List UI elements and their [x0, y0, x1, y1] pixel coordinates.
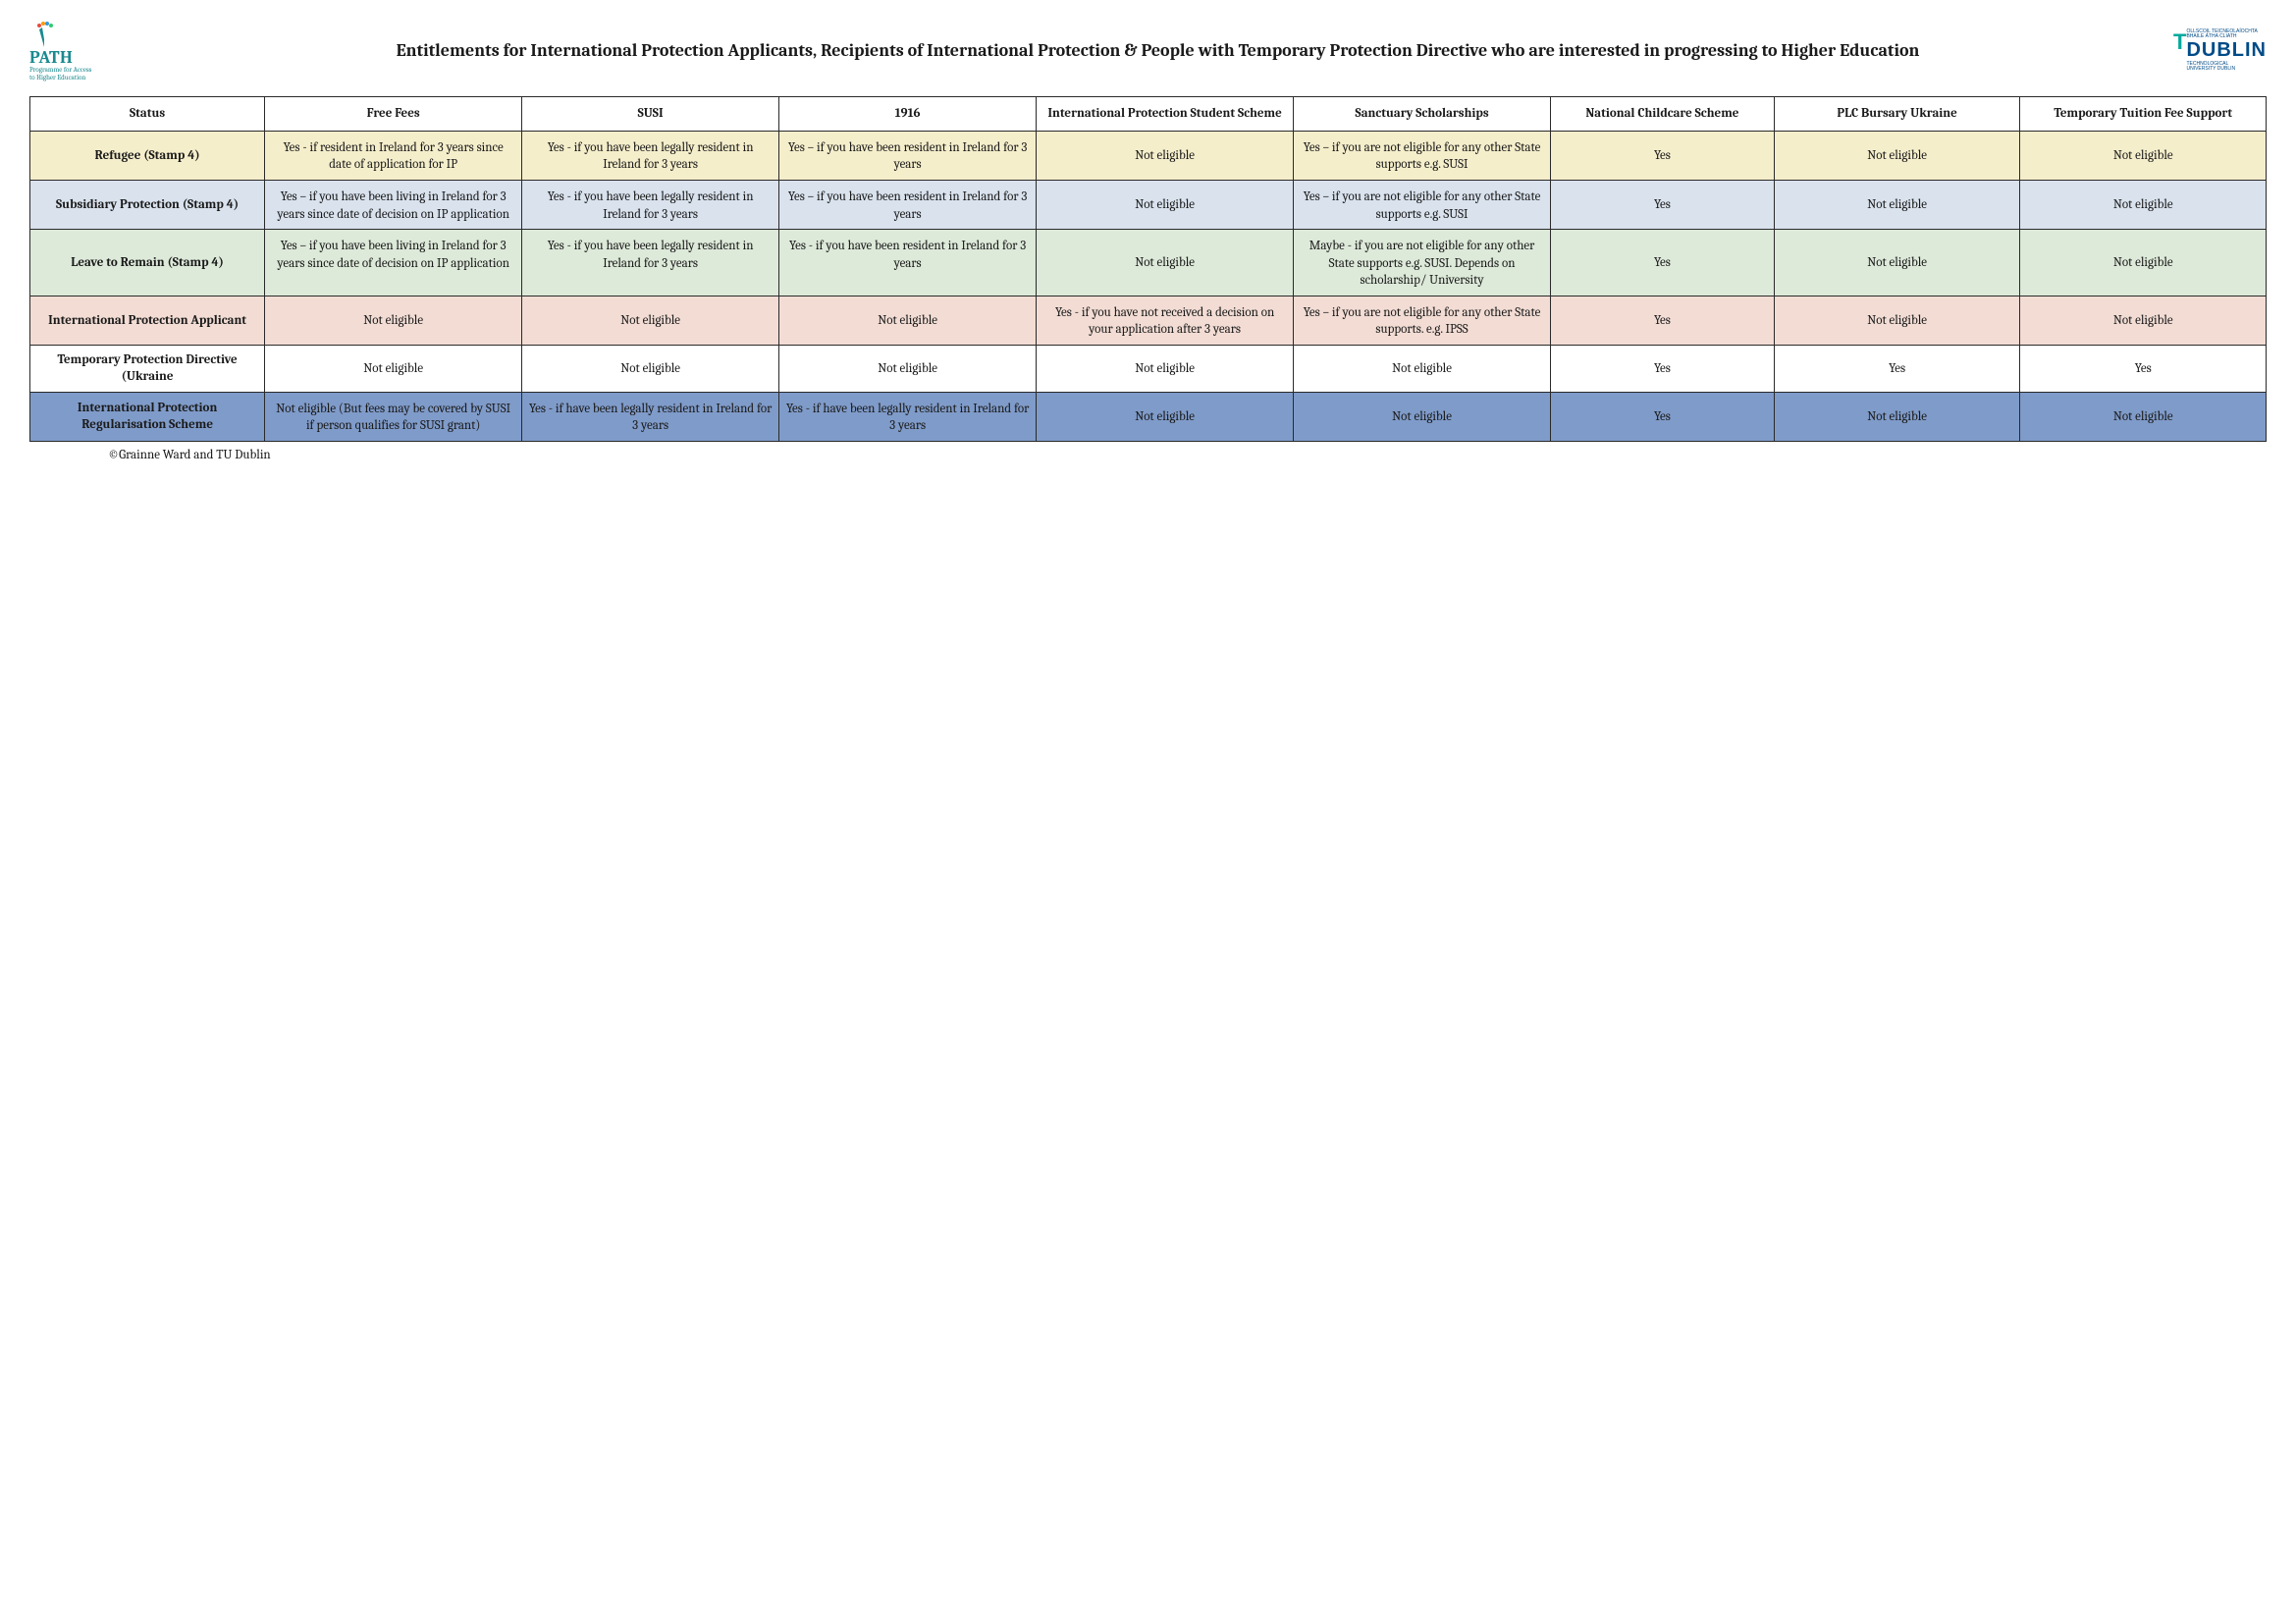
entitlement-cell: Yes – if you have been resident in Irela…	[779, 131, 1037, 180]
path-logo-title: PATH	[29, 49, 91, 67]
entitlement-cell: Maybe - if you are not eligible for any …	[1294, 230, 1551, 296]
entitlement-cell: Yes - if you have been legally resident …	[522, 181, 779, 230]
entitlement-cell: Not eligible	[1037, 345, 1294, 392]
status-cell: Leave to Remain (Stamp 4)	[30, 230, 265, 296]
entitlement-cell: Not eligible	[1037, 181, 1294, 230]
table-row: Subsidiary Protection (Stamp 4)Yes – if …	[30, 181, 2267, 230]
entitlement-cell: Not eligible	[1294, 345, 1551, 392]
entitlement-cell: Yes – if you have been resident in Irela…	[779, 181, 1037, 230]
col-header-7: PLC Bursary Ukraine	[1774, 97, 2020, 132]
entitlement-cell: Yes - if have been legally resident in I…	[779, 392, 1037, 441]
entitlement-cell: Not eligible	[1774, 230, 2020, 296]
table-row: International Protection Regularisation …	[30, 392, 2267, 441]
status-cell: International Protection Regularisation …	[30, 392, 265, 441]
entitlement-cell: Yes	[1551, 230, 1775, 296]
entitlement-cell: Yes	[1551, 345, 1775, 392]
entitlement-cell: Not eligible	[779, 296, 1037, 345]
entitlement-cell: Not eligible	[522, 296, 779, 345]
table-row: Temporary Protection Directive (UkraineN…	[30, 345, 2267, 392]
entitlement-cell: Not eligible	[1037, 230, 1294, 296]
path-hand-icon	[29, 20, 59, 49]
table-body: Refugee (Stamp 4)Yes - if resident in Ir…	[30, 131, 2267, 441]
tud-t-letter: T	[2173, 29, 2186, 55]
entitlement-cell: Not eligible	[1774, 392, 2020, 441]
entitlement-cell: Yes - if you have been legally resident …	[522, 131, 779, 180]
status-cell: Subsidiary Protection (Stamp 4)	[30, 181, 265, 230]
entitlement-cell: Not eligible	[2020, 230, 2267, 296]
entitlement-cell: Yes	[1774, 345, 2020, 392]
entitlement-cell: Yes	[2020, 345, 2267, 392]
entitlement-cell: Not eligible (But fees may be covered by…	[265, 392, 522, 441]
entitlement-cell: Not eligible	[2020, 131, 2267, 180]
entitlement-cell: Yes	[1551, 296, 1775, 345]
status-cell: Temporary Protection Directive (Ukraine	[30, 345, 265, 392]
page-header: PATH Programme for Access to Higher Educ…	[29, 20, 2267, 81]
path-logo: PATH Programme for Access to Higher Educ…	[29, 20, 147, 81]
entitlement-cell: Not eligible	[1774, 296, 2020, 345]
table-row: International Protection ApplicantNot el…	[30, 296, 2267, 345]
entitlement-cell: Yes - if have been legally resident in I…	[522, 392, 779, 441]
table-header-row: StatusFree FeesSUSI1916International Pro…	[30, 97, 2267, 132]
path-logo-sub2: to Higher Education	[29, 75, 91, 82]
entitlement-cell: Yes - if you have been resident in Irela…	[779, 230, 1037, 296]
col-header-0: Status	[30, 97, 265, 132]
entitlement-cell: Not eligible	[2020, 392, 2267, 441]
table-row: Refugee (Stamp 4)Yes - if resident in Ir…	[30, 131, 2267, 180]
entitlement-cell: Not eligible	[522, 345, 779, 392]
entitlement-cell: Not eligible	[2020, 181, 2267, 230]
entitlement-cell: Not eligible	[1037, 131, 1294, 180]
col-header-3: 1916	[779, 97, 1037, 132]
entitlement-cell: Yes	[1551, 131, 1775, 180]
entitlement-cell: Not eligible	[779, 345, 1037, 392]
entitlement-cell: Not eligible	[265, 296, 522, 345]
entitlement-cell: Not eligible	[1294, 392, 1551, 441]
entitlement-cell: Yes – if you are not eligible for any ot…	[1294, 131, 1551, 180]
entitlement-cell: Yes – if you have been living in Ireland…	[265, 230, 522, 296]
entitlement-cell: Yes – if you have been living in Ireland…	[265, 181, 522, 230]
entitlement-cell: Not eligible	[1774, 131, 2020, 180]
table-row: Leave to Remain (Stamp 4)Yes – if you ha…	[30, 230, 2267, 296]
status-cell: International Protection Applicant	[30, 296, 265, 345]
table-head: StatusFree FeesSUSI1916International Pro…	[30, 97, 2267, 132]
entitlement-cell: Yes	[1551, 181, 1775, 230]
entitlement-cell: Not eligible	[1774, 181, 2020, 230]
tud-sub4: UNIVERSITY DUBLIN	[2186, 67, 2235, 72]
entitlement-cell: Yes - if you have not received a decisio…	[1037, 296, 1294, 345]
entitlement-cell: Yes - if you have been legally resident …	[522, 230, 779, 296]
footer-credit: ©Grainne Ward and TU Dublin	[29, 448, 2267, 462]
col-header-5: Sanctuary Scholarships	[1294, 97, 1551, 132]
col-header-1: Free Fees	[265, 97, 522, 132]
col-header-6: National Childcare Scheme	[1551, 97, 1775, 132]
entitlement-cell: Yes – if you are not eligible for any ot…	[1294, 296, 1551, 345]
page-title: Entitlements for International Protectio…	[167, 38, 2149, 63]
entitlements-table: StatusFree FeesSUSI1916International Pro…	[29, 96, 2267, 442]
entitlement-cell: Not eligible	[2020, 296, 2267, 345]
entitlement-cell: Yes – if you are not eligible for any ot…	[1294, 181, 1551, 230]
col-header-2: SUSI	[522, 97, 779, 132]
entitlement-cell: Yes	[1551, 392, 1775, 441]
entitlement-cell: Not eligible	[1037, 392, 1294, 441]
tud-logo: T OLLSCOIL TEICNEOLAÍOCHTA BHAILE ÁTHA C…	[2168, 29, 2267, 72]
col-header-4: International Protection Student Scheme	[1037, 97, 1294, 132]
tud-dublin-text: DUBLIN	[2186, 39, 2267, 62]
entitlement-cell: Not eligible	[265, 345, 522, 392]
status-cell: Refugee (Stamp 4)	[30, 131, 265, 180]
col-header-8: Temporary Tuition Fee Support	[2020, 97, 2267, 132]
entitlement-cell: Yes - if resident in Ireland for 3 years…	[265, 131, 522, 180]
